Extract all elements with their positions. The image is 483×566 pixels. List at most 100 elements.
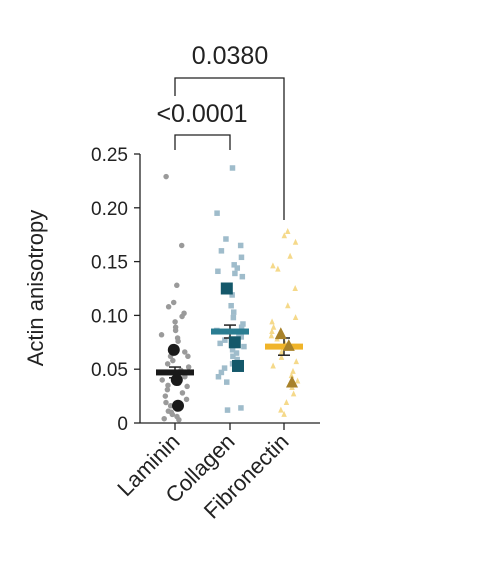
data-point xyxy=(238,324,245,330)
data-point xyxy=(292,238,299,245)
replicate-mean xyxy=(220,282,233,295)
mean-bar xyxy=(265,343,303,350)
data-point xyxy=(239,273,246,280)
data-point xyxy=(184,383,190,390)
data-point xyxy=(175,338,181,344)
mean-bar xyxy=(211,328,249,335)
y-tick-label: 0.15 xyxy=(91,253,128,274)
data-point xyxy=(288,372,295,379)
data-point xyxy=(234,265,241,271)
y-tick-label: 0.20 xyxy=(91,199,128,220)
replicate-mean xyxy=(167,343,180,356)
data-point xyxy=(240,321,246,327)
data-point xyxy=(231,262,237,268)
data-point xyxy=(237,242,244,249)
summary-marks xyxy=(156,282,303,412)
data-point xyxy=(223,236,229,242)
data-point xyxy=(229,165,236,171)
replicate-mean xyxy=(170,373,183,386)
y-tick-label: 0 xyxy=(117,414,128,435)
data-point xyxy=(176,417,182,423)
data-point xyxy=(218,248,225,254)
data-point xyxy=(229,347,236,353)
data-point xyxy=(165,304,172,310)
data-point xyxy=(164,361,171,367)
data-point xyxy=(292,285,298,291)
data-point xyxy=(268,332,275,339)
significance-bracket xyxy=(174,134,231,150)
data-point xyxy=(162,393,169,399)
data-point xyxy=(293,358,300,365)
data-point xyxy=(167,403,174,409)
data-point xyxy=(281,410,287,417)
data-point xyxy=(185,353,191,360)
data-point xyxy=(222,337,228,343)
data-point xyxy=(170,299,177,306)
data-point xyxy=(230,309,237,315)
replicate-mean xyxy=(172,399,184,412)
data-point xyxy=(228,302,234,309)
data-point xyxy=(275,265,281,272)
data-point xyxy=(284,227,291,234)
replicate-mean xyxy=(282,339,295,351)
y-tick-label: 0.05 xyxy=(91,360,128,381)
data-point xyxy=(170,357,176,364)
replicate-mean xyxy=(274,327,287,340)
data-point xyxy=(281,232,288,239)
data-point xyxy=(270,323,277,330)
data-point xyxy=(278,348,285,355)
data-point xyxy=(238,334,245,340)
data-point xyxy=(161,415,167,422)
data-point xyxy=(229,292,235,298)
y-tick-label: 0.25 xyxy=(91,145,128,166)
data-point xyxy=(183,396,190,403)
significance-brackets: <0.0001 0.0380 xyxy=(156,42,285,220)
data-point xyxy=(178,242,185,249)
data-point xyxy=(164,386,171,393)
data-point xyxy=(163,173,169,180)
data-point xyxy=(179,390,186,396)
data-point xyxy=(165,408,172,414)
mean-bar xyxy=(156,369,194,376)
data-point xyxy=(234,356,240,363)
data-point xyxy=(159,377,165,383)
data-point xyxy=(292,314,299,321)
data-point xyxy=(278,353,285,360)
data-point xyxy=(270,362,276,369)
data-point xyxy=(290,390,297,397)
data-point xyxy=(269,318,275,325)
data-point xyxy=(283,399,290,406)
data-point xyxy=(285,302,291,309)
data-point xyxy=(158,332,165,338)
data-point xyxy=(218,369,225,376)
data-point xyxy=(185,364,192,370)
p-value-label: <0.0001 xyxy=(156,100,247,128)
data-point xyxy=(217,340,223,347)
data-point xyxy=(224,379,230,385)
p-value-label: 0.0380 xyxy=(192,42,268,70)
data-point xyxy=(214,210,220,216)
data-point xyxy=(238,405,244,411)
data-point xyxy=(174,282,180,289)
data-point xyxy=(287,252,293,259)
data-point xyxy=(165,382,171,389)
data-point xyxy=(270,262,276,269)
data-point xyxy=(269,328,275,335)
data-point xyxy=(290,367,296,374)
replicate-mean xyxy=(286,375,298,388)
data-point xyxy=(233,350,240,356)
data-point xyxy=(163,399,169,406)
data-point xyxy=(238,254,245,261)
y-axis-title: Actin anisotropy xyxy=(23,210,48,367)
y-tick-label: 0.10 xyxy=(91,306,128,327)
data-point xyxy=(241,343,247,350)
data-point xyxy=(215,373,222,380)
data-point xyxy=(278,406,284,413)
replicate-mean xyxy=(228,336,241,349)
data-point xyxy=(172,319,178,325)
data-point xyxy=(230,353,236,360)
replicate-mean xyxy=(232,359,244,372)
data-point xyxy=(172,327,179,334)
significance-bracket xyxy=(174,77,285,220)
